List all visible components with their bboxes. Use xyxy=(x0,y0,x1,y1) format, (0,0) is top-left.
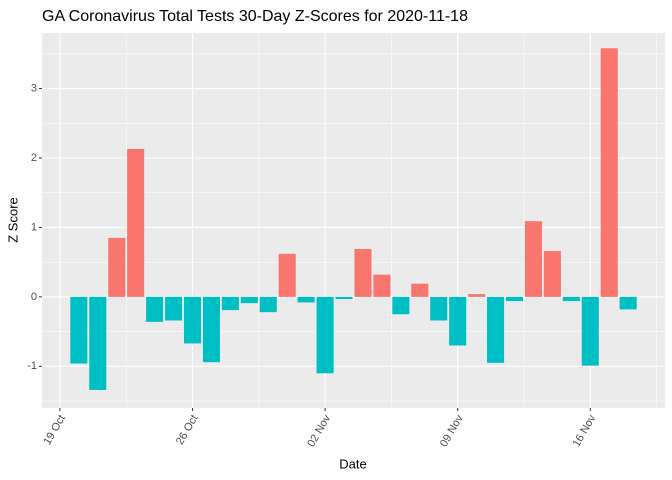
bar xyxy=(524,221,542,297)
y-axis-label: Z Score xyxy=(5,197,20,243)
bar xyxy=(108,237,126,297)
x-tick-label: 02 Nov xyxy=(305,413,333,450)
bar xyxy=(127,148,145,297)
y-tick-label: 0 xyxy=(31,291,37,303)
x-tick-label: 26 Oct xyxy=(174,413,201,447)
bar xyxy=(165,296,183,321)
bar xyxy=(487,296,505,363)
bar xyxy=(221,296,239,311)
y-tick-label: 2 xyxy=(31,152,37,164)
bar xyxy=(430,296,448,321)
y-tick-label: 3 xyxy=(31,82,37,94)
x-tick-label: 16 Nov xyxy=(571,413,599,450)
bar xyxy=(70,296,88,364)
bar xyxy=(543,251,561,297)
bar xyxy=(505,296,524,302)
bar xyxy=(373,274,391,297)
y-tick-label: -1 xyxy=(27,360,37,372)
bar xyxy=(392,296,410,315)
x-tick-label: 09 Nov xyxy=(438,413,466,450)
bar xyxy=(468,294,486,297)
bar xyxy=(581,296,599,366)
bar xyxy=(562,296,580,302)
bar xyxy=(600,48,618,297)
bar xyxy=(297,296,315,303)
bar xyxy=(316,296,334,374)
bar xyxy=(354,248,372,297)
bar xyxy=(146,296,164,322)
bar xyxy=(259,296,277,313)
bar xyxy=(449,296,467,346)
bar xyxy=(411,283,429,297)
bar xyxy=(335,296,353,299)
bar xyxy=(278,253,296,297)
bar xyxy=(183,296,202,344)
panel xyxy=(42,33,665,408)
bar xyxy=(619,296,637,310)
bar xyxy=(202,296,220,363)
chart-title: GA Coronavirus Total Tests 30-Day Z-Scor… xyxy=(42,8,468,25)
bar xyxy=(240,296,258,304)
bar xyxy=(89,296,107,390)
x-axis-label: Date xyxy=(339,456,366,471)
x-tick-label: 19 Oct xyxy=(41,413,68,447)
y-tick-label: 1 xyxy=(31,221,37,233)
